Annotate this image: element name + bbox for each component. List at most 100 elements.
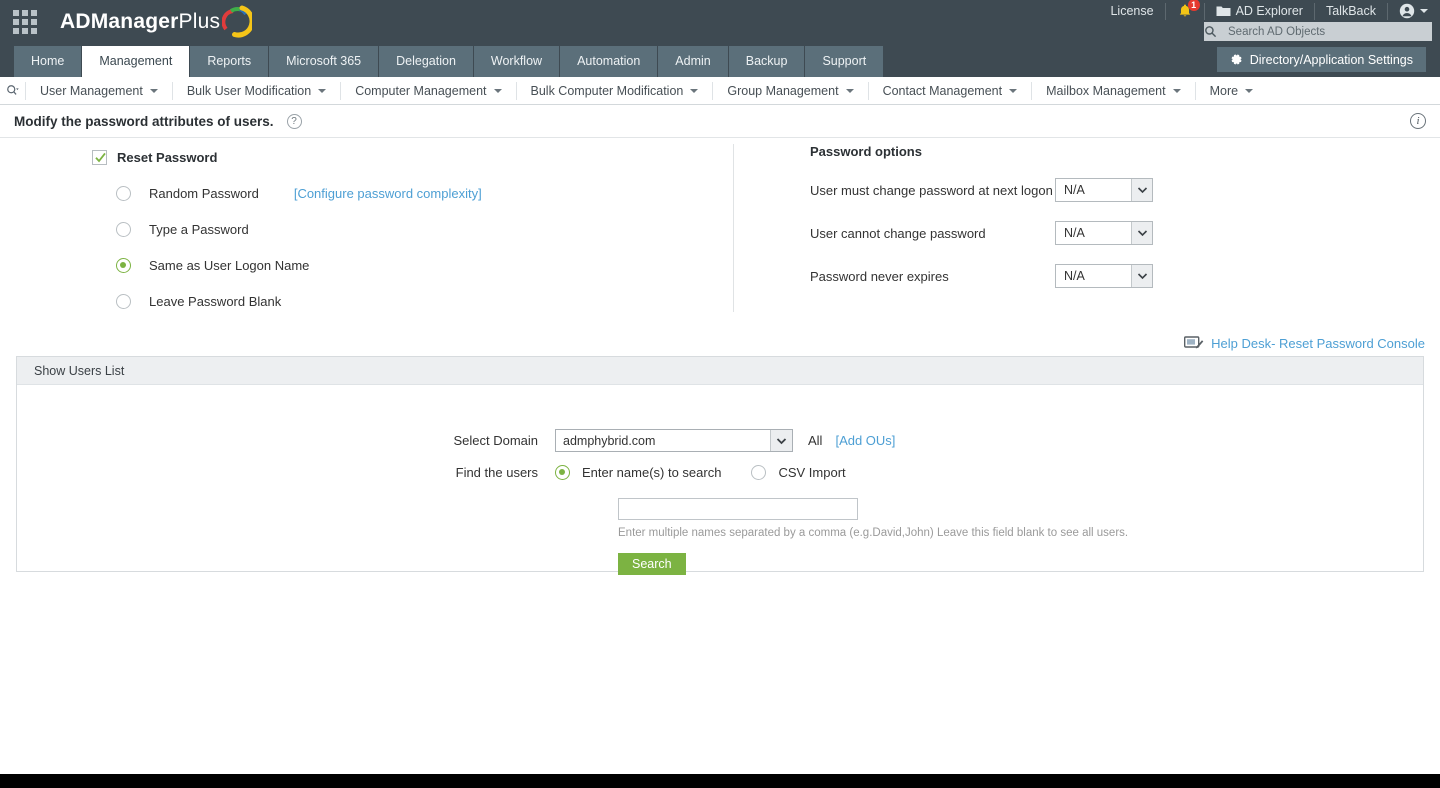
subnav-label: Bulk Computer Modification: [530, 83, 684, 98]
subnav-item-contact-management[interactable]: Contact Management: [869, 81, 1033, 100]
tab-management[interactable]: Management: [82, 46, 190, 77]
select-password-never-expires[interactable]: N/A: [1055, 264, 1153, 288]
chevron-down-icon: [690, 88, 699, 93]
brand-title-light: Plus: [178, 10, 221, 33]
search-icon: [1204, 25, 1226, 38]
radio-type-a-password[interactable]: [116, 222, 131, 237]
brand-logo[interactable]: ADManagerPlus: [60, 5, 253, 39]
subnav-item-group-management[interactable]: Group Management: [713, 81, 869, 100]
radio-same-as-user-logon-name[interactable]: [116, 258, 131, 273]
search-ad-input[interactable]: [1226, 24, 1421, 39]
radio-row-leave-password-blank[interactable]: Leave Password Blank: [116, 294, 732, 309]
subnav-label: Contact Management: [882, 83, 1003, 98]
subnav-label: More: [1209, 83, 1239, 98]
subnav-label: User Management: [40, 83, 143, 98]
chevron-down-icon: [1420, 9, 1428, 13]
tab-label: Microsoft 365: [286, 54, 362, 68]
add-ous-link[interactable]: [Add OUs]: [835, 433, 896, 448]
option-row-cannot-change-password: User cannot change password N/A: [810, 221, 1153, 245]
tab-label: Management: [99, 54, 173, 68]
panel-body: Select Domain admphybrid.com All [Add OU…: [17, 385, 1423, 575]
reset-password-label[interactable]: Reset Password: [117, 150, 218, 165]
radio-row-same-as-user-logon-name[interactable]: Same as User Logon Name: [116, 258, 732, 273]
radio-row-random-password[interactable]: Random Password [Configure password comp…: [116, 186, 732, 201]
folder-icon: [1216, 5, 1231, 17]
tab-workflow[interactable]: Workflow: [473, 46, 560, 77]
select-cannot-change-password[interactable]: N/A: [1055, 221, 1153, 245]
search-ad-objects[interactable]: [1204, 22, 1432, 41]
radio-row-enter-names[interactable]: Enter name(s) to search: [555, 465, 721, 480]
ad-explorer-link[interactable]: AD Explorer: [1205, 2, 1315, 20]
radio-leave-password-blank[interactable]: [116, 294, 131, 309]
radio-label-type-a-password[interactable]: Type a Password: [149, 222, 249, 237]
tab-label: Admin: [675, 54, 711, 68]
name-input-hint: Enter multiple names separated by a comm…: [618, 527, 1129, 539]
radio-row-type-a-password[interactable]: Type a Password: [116, 222, 732, 237]
tab-label: Support: [822, 54, 867, 68]
radio-label-same-as-user-logon-name[interactable]: Same as User Logon Name: [149, 258, 310, 273]
reset-password-checkbox[interactable]: [92, 150, 107, 165]
subnav-item-computer-management[interactable]: Computer Management: [341, 81, 517, 100]
configure-password-complexity-link[interactable]: [Configure password complexity]: [293, 186, 482, 201]
tab-automation[interactable]: Automation: [560, 46, 658, 77]
reset-password-checkbox-row[interactable]: Reset Password: [92, 150, 732, 165]
radio-row-csv-import[interactable]: CSV Import: [751, 465, 846, 480]
notifications-button[interactable]: 1: [1166, 0, 1205, 20]
chevron-down-icon: [318, 88, 327, 93]
subnav-item-bulk-user-modification[interactable]: Bulk User Modification: [173, 81, 342, 100]
select-must-change-password[interactable]: N/A: [1055, 178, 1153, 202]
license-link[interactable]: License: [1099, 2, 1166, 20]
radio-label-random-password[interactable]: Random Password: [149, 186, 259, 201]
search-button-row: Search: [618, 553, 686, 575]
tab-microsoft-365[interactable]: Microsoft 365: [269, 46, 379, 77]
helpdesk-reset-password-console-link[interactable]: Help Desk- Reset Password Console: [1211, 335, 1425, 351]
bell-icon: 1: [1177, 0, 1200, 19]
tab-reports[interactable]: Reports: [190, 46, 269, 77]
tab-backup[interactable]: Backup: [728, 46, 805, 77]
main-tab-bar: Home Management Reports Microsoft 365 De…: [0, 44, 1440, 77]
directory-application-settings-button[interactable]: Directory/Application Settings: [1216, 47, 1426, 72]
subnav-label: Group Management: [727, 83, 839, 98]
chevron-down-icon: [1131, 179, 1152, 201]
radio-csv-import[interactable]: [751, 465, 767, 480]
radio-label-enter-names-to-search[interactable]: Enter name(s) to search: [582, 465, 722, 480]
tab-admin[interactable]: Admin: [658, 46, 728, 77]
search-names-input[interactable]: [618, 498, 858, 520]
tab-delegation[interactable]: Delegation: [379, 46, 473, 77]
search-button[interactable]: Search: [618, 553, 686, 575]
logo-swirl-icon: [222, 5, 253, 39]
tab-label: Delegation: [396, 54, 456, 68]
radio-label-leave-password-blank[interactable]: Leave Password Blank: [149, 294, 282, 309]
column-divider: [733, 144, 734, 312]
radio-enter-names-to-search[interactable]: [555, 465, 570, 480]
chevron-down-icon: [1131, 265, 1152, 287]
user-account-menu[interactable]: [1388, 3, 1432, 20]
panel-header-label: Show Users List: [34, 363, 125, 378]
subnav-item-more[interactable]: More: [1196, 82, 1267, 100]
select-value: N/A: [1064, 183, 1085, 197]
talkback-link[interactable]: TalkBack: [1315, 2, 1388, 20]
tab-home[interactable]: Home: [14, 46, 82, 77]
apps-grid-icon[interactable]: [12, 9, 38, 35]
ad-explorer-label: AD Explorer: [1235, 4, 1303, 18]
brand-title-bold: ADManager: [60, 10, 179, 33]
subnav-item-bulk-computer-modification[interactable]: Bulk Computer Modification: [517, 81, 714, 100]
top-right-menu: License 1 AD Explorer TalkBack: [1099, 0, 1440, 22]
info-icon[interactable]: i: [1410, 113, 1426, 129]
page-title-bar: Modify the password attributes of users.…: [0, 105, 1440, 138]
subnav-search-icon[interactable]: [0, 81, 26, 100]
chevron-down-icon: [770, 430, 792, 451]
brand-title: ADManagerPlus: [60, 10, 220, 34]
question-mark-icon[interactable]: ?: [286, 113, 302, 129]
subnav-item-user-management[interactable]: User Management: [26, 81, 173, 100]
subnav-label: Bulk User Modification: [186, 83, 312, 98]
radio-random-password[interactable]: [116, 186, 131, 201]
bottom-black-bar: [0, 774, 1440, 788]
tab-label: Home: [31, 54, 65, 68]
tab-support[interactable]: Support: [805, 46, 884, 77]
subnav-label: Mailbox Management: [1046, 83, 1166, 98]
radio-label-csv-import[interactable]: CSV Import: [778, 465, 846, 480]
select-domain-dropdown[interactable]: admphybrid.com: [555, 429, 793, 452]
subnav-item-mailbox-management[interactable]: Mailbox Management: [1032, 81, 1196, 100]
name-input-row: [618, 498, 858, 520]
